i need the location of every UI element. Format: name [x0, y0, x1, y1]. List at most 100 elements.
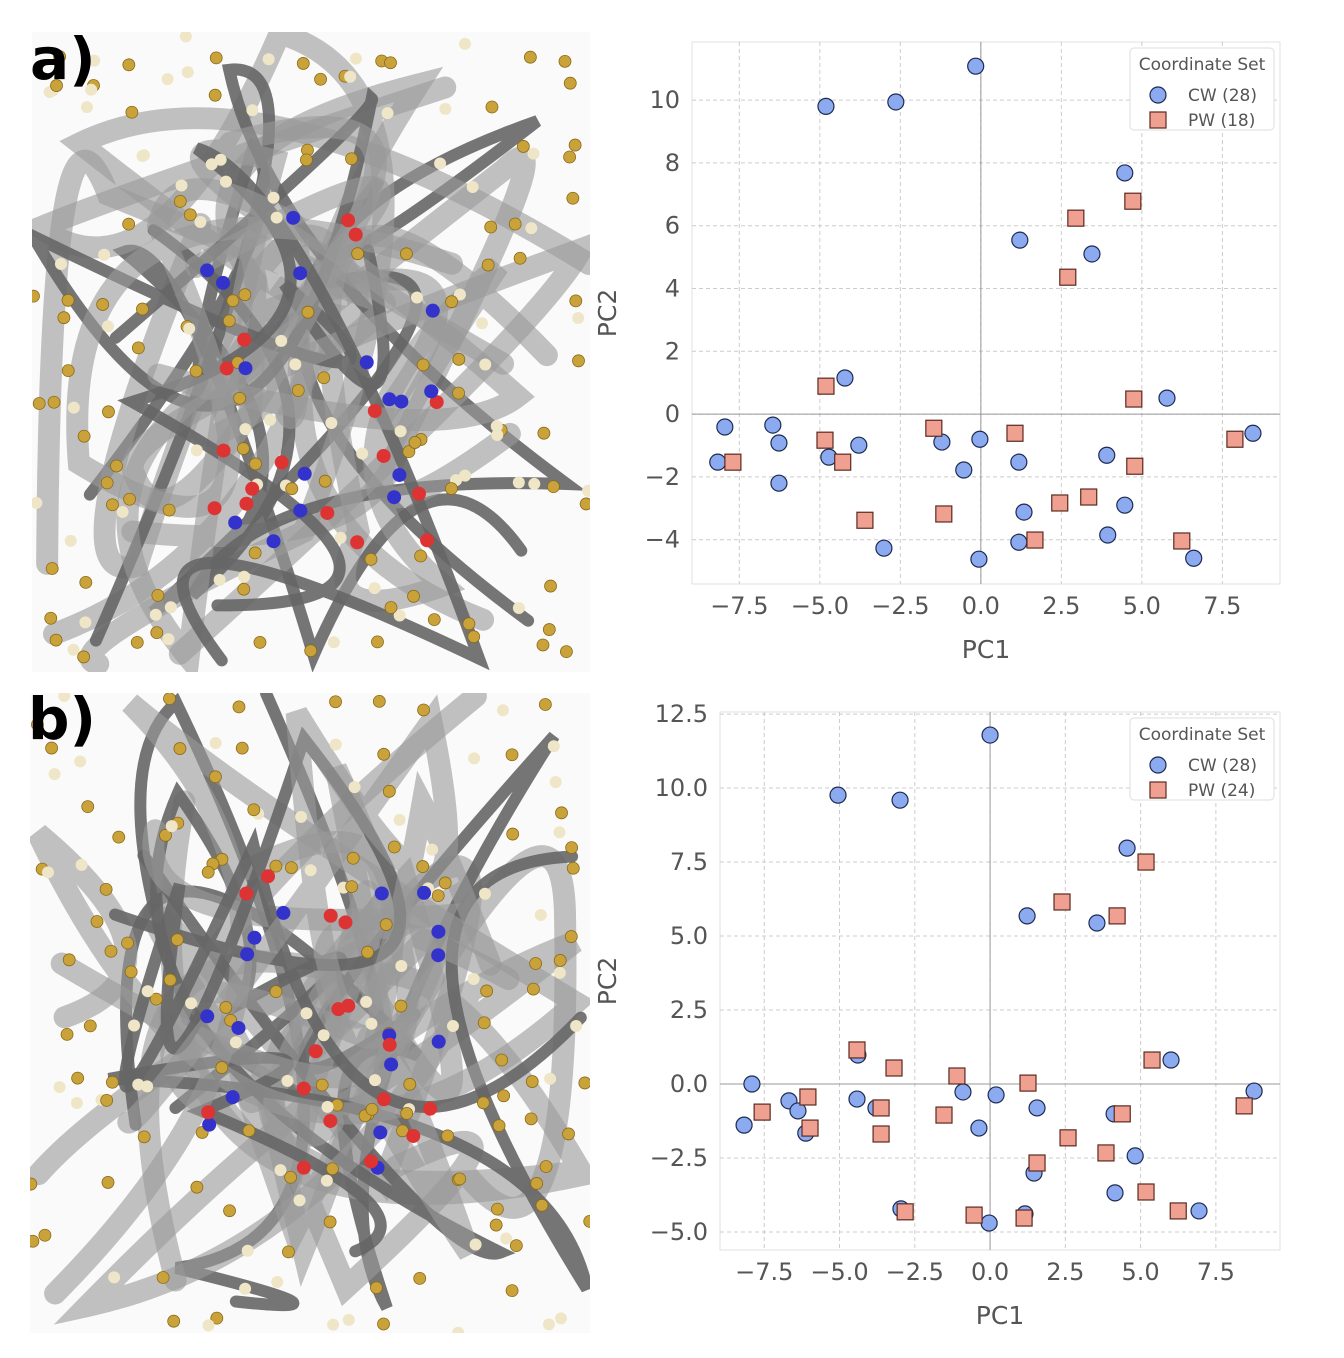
water-oxygen-sphere [105, 1075, 119, 1089]
water-oxygen-sphere [377, 1317, 390, 1331]
water-oxygen-sphere [102, 405, 115, 419]
water-oxygen-sphere [516, 140, 530, 153]
water-oxygen-sphere [554, 1312, 567, 1325]
water-oxygen-sphere [175, 179, 188, 192]
water-oxygen-sphere [490, 1202, 504, 1216]
water-oxygen-sphere [468, 752, 481, 765]
water-oxygen-sphere [530, 1177, 544, 1190]
y-tick-label: −5.0 [650, 1218, 708, 1246]
blue-atom-sphere [240, 947, 255, 962]
water-oxygen-sphere [438, 876, 452, 890]
water-oxygen-sphere [161, 73, 174, 86]
red-atom-sphere [348, 227, 363, 242]
cw-data-point [829, 786, 847, 804]
water-oxygen-sphere [568, 138, 582, 152]
water-oxygen-sphere [452, 1326, 465, 1333]
water-oxygen-sphere [71, 1071, 85, 1085]
pw-data-point [1137, 853, 1155, 871]
water-oxygen-sphere [476, 1096, 490, 1110]
cw-data-point [887, 93, 905, 111]
y-tick-label: −2 [645, 463, 680, 491]
water-oxygen-sphere [560, 645, 573, 659]
pw-data-point [1226, 430, 1244, 448]
water-oxygen-sphere [90, 915, 104, 928]
water-oxygen-sphere [48, 768, 61, 781]
water-oxygen-sphere [402, 445, 416, 459]
cw-data-point [1098, 446, 1116, 464]
x-tick-label: −2.5 [871, 592, 929, 620]
water-oxygen-sphere [364, 552, 378, 566]
water-oxygen-sphere [67, 643, 80, 656]
pw-data-point [801, 1119, 819, 1137]
water-oxygen-sphere [539, 1160, 553, 1173]
blue-atom-sphere [394, 394, 409, 409]
water-oxygen-sphere [98, 248, 111, 261]
panel-label-b: b) [28, 685, 97, 753]
y-tick-label: 10 [649, 86, 680, 114]
water-oxygen-sphere [61, 364, 75, 378]
red-atom-sphere [341, 998, 356, 1013]
cw-data-point [716, 418, 734, 436]
pw-data-point [799, 1088, 817, 1106]
cw-data-point [954, 1083, 972, 1101]
y-axis-label: PC2 [593, 957, 622, 1005]
y-tick-label: 10.0 [655, 774, 708, 802]
water-oxygen-sphere [47, 395, 61, 409]
cw-data-point [1010, 533, 1028, 551]
water-oxygen-sphere [528, 477, 541, 490]
water-oxygen-sphere [377, 747, 391, 761]
cw-data-point [817, 97, 835, 115]
water-oxygen-sphere [247, 803, 261, 817]
y-tick-label: 2 [665, 337, 680, 365]
legend-pw-label: PW (24) [1188, 781, 1255, 801]
legend-box [1129, 47, 1275, 131]
water-oxygen-sphere [222, 314, 236, 328]
legend-cw-marker [1149, 86, 1167, 104]
water-oxygen-sphere [96, 298, 110, 311]
water-oxygen-sphere [416, 358, 430, 372]
water-oxygen-sphere [242, 1124, 256, 1138]
water-oxygen-sphere [527, 982, 540, 996]
x-tick-label: −7.5 [735, 1258, 793, 1286]
water-oxygen-sphere [538, 698, 552, 711]
red-atom-sphere [367, 403, 382, 418]
water-oxygen-sphere [249, 457, 262, 471]
water-oxygen-sphere [553, 826, 566, 839]
plot-area [691, 41, 1281, 585]
water-oxygen-sphere [44, 611, 58, 625]
water-oxygen-sphere [495, 1053, 509, 1067]
water-oxygen-sphere [210, 1311, 224, 1325]
water-oxygen-sphere [481, 258, 495, 272]
water-oxygen-sphere [156, 1271, 170, 1284]
water-oxygen-sphere [394, 999, 408, 1013]
molecular-render-b [30, 693, 590, 1333]
cw-data-point [1116, 164, 1134, 182]
cw-data-point [1158, 389, 1176, 407]
red-atom-sphere [364, 1154, 379, 1169]
water-oxygen-sphere [248, 546, 262, 560]
water-oxygen-sphere [81, 800, 95, 814]
water-oxygen-sphere [149, 992, 163, 1006]
legend-cw-label: CW (28) [1188, 756, 1257, 776]
pw-data-point [1137, 1183, 1155, 1201]
water-oxygen-sphere [384, 601, 398, 614]
water-oxygen-sphere [524, 1112, 538, 1126]
x-tick-label: −2.5 [886, 1258, 944, 1286]
water-oxygen-sphere [301, 305, 315, 319]
blue-atom-sphere [293, 503, 308, 518]
water-oxygen-sphere [345, 152, 358, 166]
water-oxygen-sphere [542, 1318, 555, 1331]
water-oxygen-sphere [162, 633, 175, 646]
pw-data-point [925, 419, 943, 437]
water-oxygen-sphere [275, 334, 288, 347]
cw-data-point [1118, 839, 1136, 857]
water-oxygen-sphere [529, 957, 543, 970]
cw-data-point [1106, 1184, 1124, 1202]
red-atom-sphere [274, 455, 289, 470]
water-oxygen-sphere [444, 482, 458, 495]
pw-data-point [1173, 532, 1191, 550]
water-oxygen-sphere [563, 150, 577, 164]
cw-data-point [967, 57, 985, 75]
water-oxygen-sphere [453, 288, 466, 301]
water-oxygen-sphere [351, 247, 365, 261]
